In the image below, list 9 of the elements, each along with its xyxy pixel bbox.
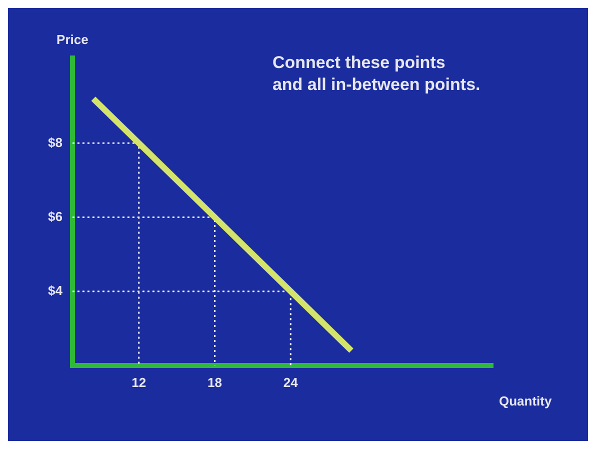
y-tick-label: $6: [48, 208, 62, 224]
x-tick-label: 24: [283, 374, 299, 390]
y-axis-title: Price: [56, 32, 88, 47]
x-tick-label: 12: [132, 374, 146, 390]
annotation: Connect these points and all in-between points.: [272, 53, 480, 94]
x-axis-title: Quantity: [499, 393, 552, 408]
x-tick-label: 18: [208, 374, 222, 390]
y-tick-label: $4: [48, 282, 64, 298]
y-tick-label: $8: [48, 134, 62, 150]
